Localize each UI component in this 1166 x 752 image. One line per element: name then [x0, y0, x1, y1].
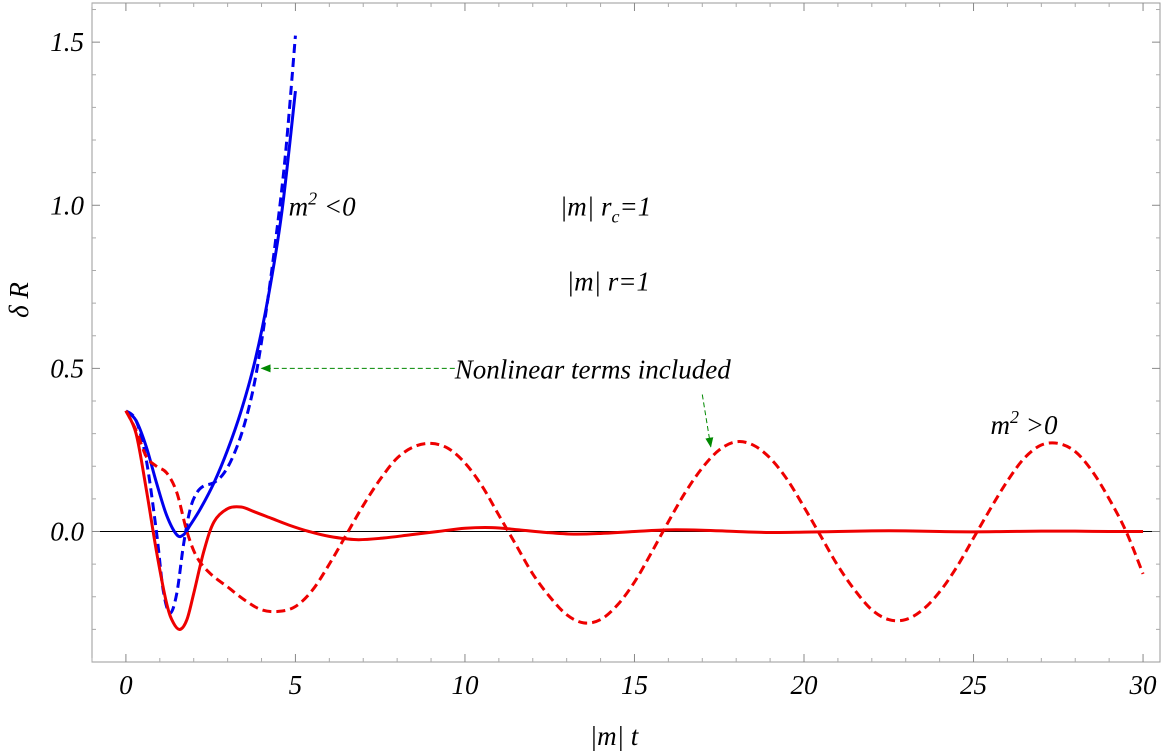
y-tick-label: 0.5 — [50, 353, 84, 383]
annotation-m2-negative-sup: 2 — [308, 188, 317, 208]
plot-frame — [91, 2, 1161, 663]
series-line-blue-dashed — [124, 35, 297, 615]
annotation-r: |m| r=1 — [567, 266, 650, 296]
annotation-nonlinear: Nonlinear terms included — [454, 354, 731, 384]
x-tick-label: 0 — [119, 670, 133, 700]
x-tick-label: 5 — [289, 670, 303, 700]
x-tick-label: 15 — [621, 670, 648, 700]
y-axis-label: δ R — [4, 282, 34, 318]
x-tick-label: 10 — [451, 670, 479, 700]
annotation-rc-sub: c — [611, 206, 619, 226]
annotation-m2-positive-sup: 2 — [1010, 407, 1019, 427]
series-line-red-solid — [124, 410, 1144, 631]
annotation-rc: |m| rc=1 — [560, 191, 651, 226]
x-tick-label: 30 — [1129, 670, 1158, 700]
series-line-blue-solid — [124, 90, 297, 539]
annotation-arrow-2 — [701, 394, 714, 448]
annotation-m2-negative-base: m — [289, 191, 309, 221]
annotation-m2-negative-rest: <0 — [317, 191, 356, 221]
annotation-m2-positive-rest: >0 — [1019, 410, 1058, 440]
plot-border — [91, 2, 1161, 663]
y-tick-label: 0.0 — [50, 517, 84, 547]
annotation-arrows — [260, 364, 714, 448]
annotation-m2-positive-base: m — [990, 410, 1010, 440]
y-tick-label: 1.0 — [50, 190, 84, 220]
x-tick-label: 25 — [960, 670, 987, 700]
x-tick-label: 20 — [791, 670, 819, 700]
series-group — [124, 35, 1145, 631]
series-line-red-dashed — [124, 410, 1145, 625]
axis-ticks: 0 5 10 15 20 25 30 0.0 0.5 1.0 1.5 — [50, 3, 1160, 700]
annotation-m2-positive: m2 >0 — [990, 407, 1057, 440]
annotation-rc-pre: |m| r — [560, 191, 612, 221]
annotation-m2-negative: m2 <0 — [289, 188, 356, 221]
x-axis-label: |m| t — [590, 721, 640, 751]
y-tick-label: 1.5 — [50, 27, 84, 57]
annotation-rc-post: =1 — [619, 191, 651, 221]
